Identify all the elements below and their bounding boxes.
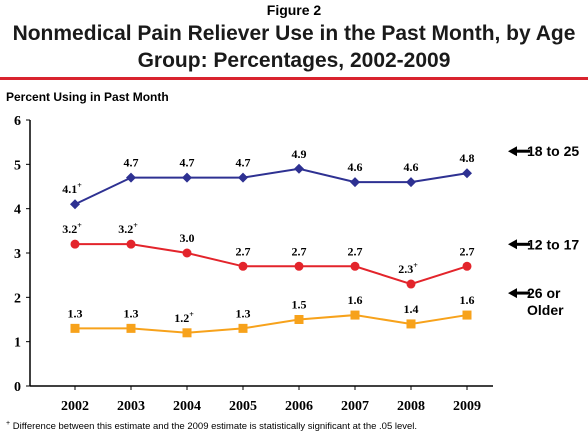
data-label: 1.3 (236, 306, 251, 320)
legend-label: 12 to 17 (527, 236, 579, 252)
data-point (70, 199, 80, 210)
series-line-1 (75, 243, 468, 286)
data-point (462, 261, 472, 271)
x-tick-label: 2008 (397, 399, 425, 414)
legend-arrow-head (508, 146, 517, 157)
data-label: 4.9 (292, 147, 307, 161)
data-label: 3.2+ (62, 221, 82, 236)
data-point (294, 261, 304, 271)
data-point (406, 177, 416, 188)
data-point (294, 315, 304, 324)
data-label: 1.6 (348, 293, 363, 307)
y-tick-label: 3 (14, 247, 21, 262)
data-label: 4.7 (236, 156, 251, 170)
data-label: 2.7 (236, 244, 251, 258)
data-label: 3.2+ (118, 221, 138, 236)
y-tick-label: 2 (14, 291, 21, 306)
data-point (70, 239, 80, 249)
data-point (350, 177, 360, 188)
data-point (182, 328, 192, 338)
data-point (462, 168, 472, 179)
y-tick-label: 6 (14, 114, 21, 129)
data-label: 1.4 (404, 302, 419, 316)
x-tick-label: 2002 (61, 399, 89, 414)
data-label: 1.3 (124, 306, 139, 320)
y-tick-label: 4 (14, 203, 21, 218)
legend-label: 26 or Older (527, 285, 564, 318)
legend-arrow-head (508, 288, 517, 299)
data-point (294, 163, 304, 174)
data-label: 3.0 (180, 231, 195, 245)
x-tick-label: 2003 (117, 399, 145, 414)
data-label: 4.7 (124, 156, 139, 170)
data-label: 4.6 (404, 160, 419, 174)
data-point (406, 319, 416, 329)
y-tick-label: 5 (14, 158, 21, 173)
data-point (238, 323, 248, 333)
data-point (126, 323, 136, 333)
chart-title: Nonmedical Pain Reliever Use in the Past… (12, 22, 576, 72)
x-tick-label: 2007 (341, 399, 369, 414)
footnote: + Difference between this estimate and t… (6, 420, 417, 432)
data-label: 1.3 (68, 306, 83, 320)
footnote-marker: + (6, 420, 11, 427)
series-line-0 (74, 167, 468, 206)
data-point (350, 261, 360, 271)
data-label: 4.7 (180, 156, 195, 170)
x-tick-label: 2004 (173, 399, 201, 414)
series-line-2 (75, 314, 468, 334)
figure-label: Figure 2 (266, 2, 322, 18)
title-divider (0, 77, 588, 80)
data-point (238, 261, 248, 271)
data-point (238, 172, 248, 183)
y-axis-label: Percent Using in Past Month (6, 90, 169, 104)
x-tick-label: 2006 (285, 399, 313, 414)
data-point (126, 239, 136, 249)
x-tick-label: 2005 (229, 399, 257, 414)
data-label: 1.5 (292, 298, 307, 312)
data-label: 2.7 (348, 244, 363, 258)
data-label: 4.1+ (62, 181, 82, 196)
x-tick-label: 2009 (453, 399, 481, 414)
data-point (70, 323, 80, 333)
data-label: 2.7 (292, 244, 307, 258)
data-label: 2.3+ (398, 261, 418, 276)
footnote-text: Difference between this estimate and the… (12, 421, 418, 433)
legend-arrow-head (508, 239, 517, 250)
data-point (406, 279, 416, 289)
data-point (350, 310, 360, 320)
data-label: 1.6 (460, 293, 475, 307)
data-point (462, 310, 472, 320)
data-label: 1.2+ (174, 310, 194, 325)
data-point (182, 248, 192, 258)
data-label: 4.8 (460, 151, 475, 165)
y-tick-label: 0 (14, 380, 21, 395)
data-label: 2.7 (460, 244, 475, 258)
legend-label: 18 to 25 (527, 143, 579, 159)
data-point (126, 172, 136, 183)
data-point (182, 172, 192, 183)
data-label: 4.6 (348, 160, 363, 174)
y-tick-label: 1 (14, 336, 21, 351)
